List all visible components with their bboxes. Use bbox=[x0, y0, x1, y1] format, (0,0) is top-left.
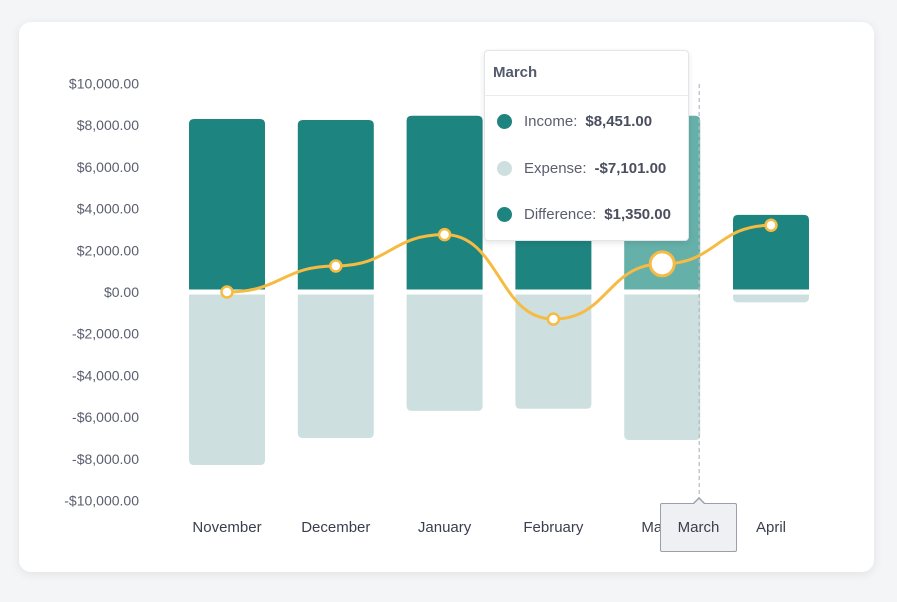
y-tick-label: -$10,000.00 bbox=[64, 493, 139, 509]
difference-dot-icon bbox=[497, 206, 512, 222]
tooltip-row-expense: Expense: -$7,101.00 bbox=[497, 158, 666, 178]
y-tick-label: $0.00 bbox=[104, 284, 139, 300]
tooltip-row-income: Income: $8,451.00 bbox=[497, 111, 652, 131]
tooltip-row-difference: Difference: $1,350.00 bbox=[497, 204, 671, 224]
difference-line-layer bbox=[220, 218, 778, 326]
x-tick-label: November bbox=[192, 519, 261, 536]
difference-point bbox=[648, 250, 676, 278]
income-dot-icon bbox=[497, 113, 512, 129]
expense-bar bbox=[189, 294, 265, 466]
x-tick-label: December bbox=[301, 519, 370, 536]
expense-bar bbox=[406, 294, 483, 411]
y-tick-label: -$4,000.00 bbox=[72, 367, 139, 383]
y-tick-label: $6,000.00 bbox=[77, 159, 139, 175]
y-tick-label: $2,000.00 bbox=[77, 242, 139, 258]
expense-bar bbox=[297, 294, 374, 438]
tooltip-title: March bbox=[485, 51, 688, 96]
tooltip-income-value: $8,451.00 bbox=[585, 112, 653, 130]
y-tick-label: $10,000.00 bbox=[69, 76, 139, 92]
y-tick-label: -$2,000.00 bbox=[72, 326, 139, 342]
chart-card: $10,000.00 $8,000.00 $6,000.00 $4,000.00 $2,… bbox=[19, 22, 874, 572]
x-tick-label: January bbox=[418, 519, 472, 536]
income-bar bbox=[406, 115, 483, 290]
tooltip-difference-value: $1,350.00 bbox=[604, 205, 671, 223]
y-axis: $10,000.00 $8,000.00 $6,000.00 $4,000.00 $2,… bbox=[64, 76, 139, 509]
tooltip-expense-label: Expense: bbox=[524, 159, 587, 177]
y-tick-label: $8,000.00 bbox=[77, 117, 139, 133]
chart-tooltip: March Income: $8,451.00 Expense: -$7,101… bbox=[484, 50, 689, 241]
income-bar bbox=[189, 118, 265, 290]
income-expense-chart: $10,000.00 $8,000.00 $6,000.00 $4,000.00 $2,… bbox=[64, 76, 809, 536]
x-label-box-notch-fill bbox=[693, 499, 705, 505]
x-tick-label: February bbox=[523, 519, 584, 536]
expense-bar bbox=[733, 294, 809, 303]
tooltip-difference-label: Difference: bbox=[524, 205, 597, 223]
difference-point bbox=[437, 227, 452, 242]
y-tick-label: -$6,000.00 bbox=[72, 409, 139, 425]
expense-dot-icon bbox=[497, 160, 512, 176]
x-axis: NovemberDecemberJanuaryFebruaryMarchApri… bbox=[192, 519, 786, 536]
difference-line bbox=[226, 223, 772, 321]
income-bar bbox=[733, 214, 809, 290]
tooltip-expense-value: -$7,101.00 bbox=[594, 159, 667, 177]
difference-point bbox=[220, 285, 234, 299]
x-tick-label: April bbox=[756, 519, 786, 536]
difference-point bbox=[764, 218, 778, 233]
expense-bar bbox=[624, 294, 701, 441]
difference-point bbox=[329, 259, 343, 273]
y-tick-label: -$8,000.00 bbox=[72, 451, 139, 467]
x-axis-hover-label: March bbox=[660, 503, 737, 552]
expense-bar bbox=[515, 294, 592, 409]
income-bar bbox=[297, 119, 374, 290]
difference-point bbox=[546, 312, 561, 326]
tooltip-income-label: Income: bbox=[524, 112, 578, 130]
y-tick-label: $4,000.00 bbox=[77, 201, 139, 217]
